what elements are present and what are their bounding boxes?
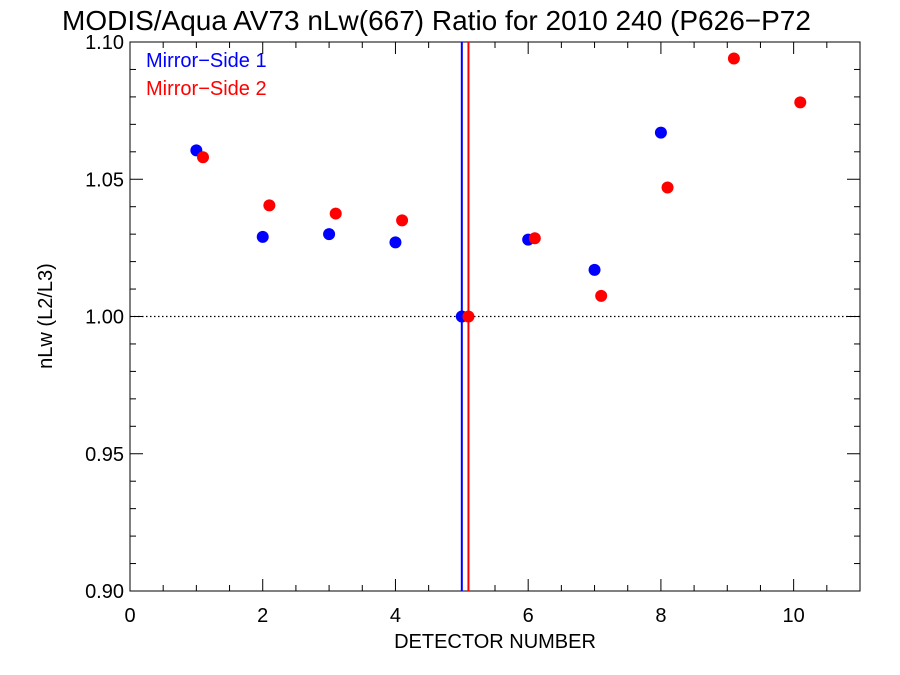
chart-title: MODIS/Aqua AV73 nLw(667) Ratio for 2010 … [62,5,811,36]
data-point-series-2 [661,181,674,194]
y-tick-label: 0.95 [85,444,124,466]
data-points [190,52,807,323]
data-point-series-1 [323,228,336,241]
y-tick-label: 0.90 [85,581,124,603]
y-tick-label: 1.10 [85,32,124,54]
x-axis-label: DETECTOR NUMBER [394,631,596,653]
data-point-series-2 [727,52,740,65]
data-point-series-1 [654,126,667,139]
data-point-series-1 [588,263,601,276]
legend: Mirror−Side 1 Mirror−Side 2 [146,50,267,100]
legend-item-mirror-side-2: Mirror−Side 2 [146,78,267,100]
data-point-series-2 [197,151,209,164]
data-point-series-1 [389,236,402,249]
axis-ticks [129,41,861,592]
y-tick-label: 1.05 [85,169,124,191]
x-tick-label: 10 [783,605,805,627]
axis-tick-labels: 0 2 4 6 8 10 0.90 0.95 1.00 1.05 1.10 [85,32,805,627]
y-axis-label: nLw (L2/L3) [35,263,57,369]
data-point-series-2 [462,310,475,323]
x-tick-label: 4 [390,605,401,627]
data-point-series-2 [396,214,409,227]
data-point-series-2 [595,289,608,302]
x-tick-label: 2 [257,605,268,627]
y-tick-label: 1.00 [85,307,124,329]
x-tick-label: 0 [124,605,135,627]
data-point-series-1 [256,230,269,243]
x-tick-label: 6 [523,605,534,627]
data-point-series-2 [528,232,541,245]
x-tick-label: 8 [655,605,666,627]
data-point-series-2 [329,207,342,220]
legend-item-mirror-side-1: Mirror−Side 1 [146,50,267,72]
data-point-series-2 [263,199,276,212]
data-point-series-2 [794,96,807,109]
